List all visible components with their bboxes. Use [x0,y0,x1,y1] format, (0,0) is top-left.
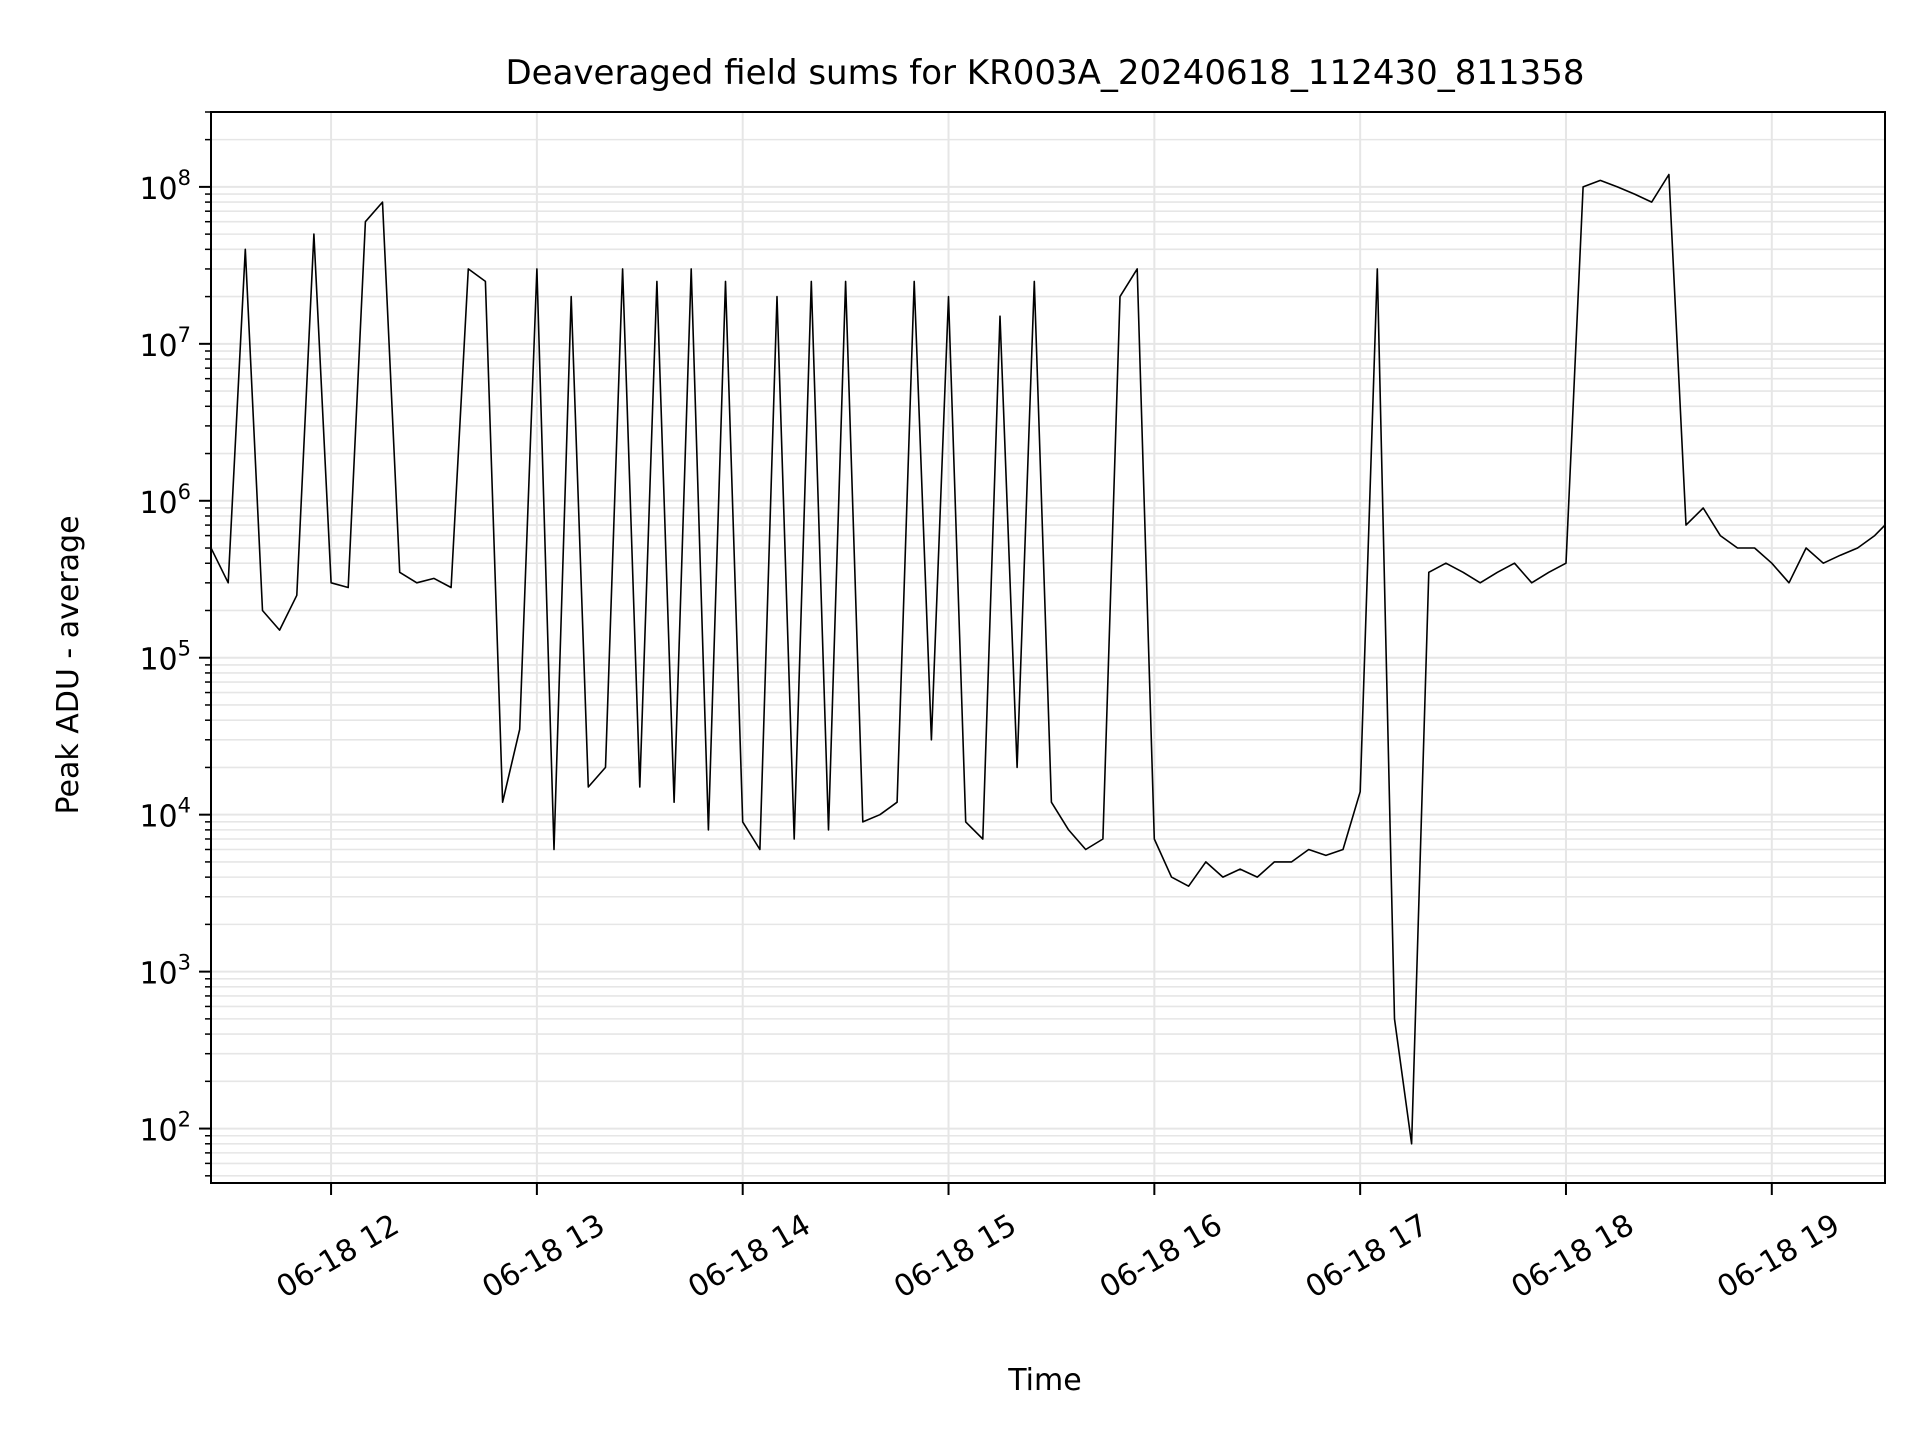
x-tick-label: 06-18 18 [1506,1208,1640,1306]
y-tick-label: 103 [139,951,191,992]
y-tick-label: 107 [139,323,191,364]
x-tick-label: 06-18 13 [477,1208,611,1306]
x-tick-label: 06-18 16 [1094,1208,1228,1306]
y-tick-label: 102 [139,1108,191,1149]
y-tick-label: 108 [139,166,191,207]
chart-title: Deaveraged field sums for KR003A_2024061… [505,53,1584,93]
series-area [211,173,1885,1145]
y-axis-label: Peak ADU - average [51,515,86,814]
x-tick-label: 06-18 19 [1711,1208,1845,1306]
y-tick-label: 106 [139,480,191,521]
x-tick-label: 06-18 14 [682,1208,816,1306]
series-line [211,173,1885,1145]
y-tick-label: 105 [139,637,191,678]
x-tick-label: 06-18 12 [271,1208,405,1306]
y-tick-label: 104 [139,794,191,835]
grid [211,111,1885,1183]
x-axis-label: Time [1007,1363,1081,1398]
x-axis-ticks: 06-18 12 06-18 13 06-18 14 06-18 15 06-18 16… [271,1183,1846,1305]
y-axis-ticks: 102 103 104 105 106 107 108 [139,111,211,1177]
x-tick-label: 06-18 17 [1300,1208,1434,1306]
x-tick-label: 06-18 15 [888,1208,1022,1306]
plot-frame [210,111,1886,1184]
